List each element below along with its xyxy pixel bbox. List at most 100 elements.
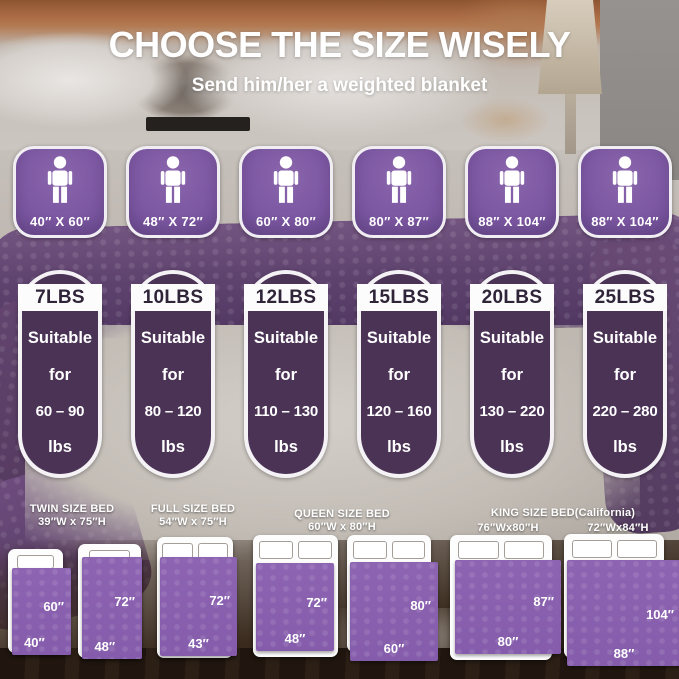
- person-icon: [612, 156, 638, 203]
- tile-size-label: 80″ X 87″: [369, 214, 429, 229]
- weight-pill: 25LBS Suitable for 220 – 280 lbs: [583, 270, 667, 478]
- lamp-stand: [565, 94, 576, 154]
- pill-range-label: 120 – 160: [366, 403, 432, 420]
- weight-pill: 7LBS Suitable for 60 – 90 lbs: [18, 270, 102, 478]
- size-tile: 88″ X 104″: [578, 146, 672, 238]
- blanket-height-label: 60″: [43, 599, 64, 615]
- bed-diagram: 72″ 43″: [157, 537, 237, 658]
- blanket: 72″ 48″: [82, 557, 142, 659]
- blanket-width-label: 88″: [613, 646, 635, 661]
- bed-diagram: 87″ 80″: [450, 535, 561, 660]
- blanket-width-label: 60″: [383, 641, 405, 656]
- header: CHOOSE THE SIZE WISELY Send him/her a we…: [0, 24, 679, 97]
- blanket-width-label: 48″: [94, 639, 116, 654]
- twin-bed-name: TWIN SIZE BED: [29, 503, 115, 515]
- pill-weight-label: 25LBS: [583, 284, 667, 311]
- blanket-height-label: 72″: [209, 592, 230, 608]
- pill-text: Suitable for 120 – 160 lbs: [359, 311, 439, 475]
- queen-bed-name: QUEEN SIZE BED: [294, 508, 390, 520]
- blanket-height-label: 72″: [114, 593, 135, 609]
- blanket: 80″ 60″: [350, 562, 438, 661]
- page-subtitle: Send him/her a weighted blanket: [191, 75, 488, 96]
- heading-twin-bed: TWIN SIZE BED 39″W x 75″H: [12, 503, 132, 529]
- pill-for-label: for: [49, 366, 71, 384]
- pill-for-label: for: [275, 366, 297, 384]
- pill-range-label: 130 – 220: [479, 403, 545, 420]
- heading-queen-bed: QUEEN SIZE BED 60″W x 80″H: [282, 508, 402, 534]
- bed-diagram: 80″ 60″: [347, 535, 438, 661]
- blanket-height-label: 104″: [646, 606, 674, 622]
- pillow-row: [564, 540, 664, 558]
- pill-unit-label: lbs: [613, 438, 637, 456]
- blanket: 104″ 88″: [567, 560, 679, 666]
- pillow: [503, 541, 545, 559]
- pillow: [352, 541, 387, 559]
- pill-weight-label: 12LBS: [244, 284, 328, 311]
- blanket-height-label: 87″: [533, 593, 554, 609]
- pillow-row: [450, 541, 552, 559]
- size-tile: 60″ X 80″: [239, 146, 333, 238]
- king-bed-dims-right: 72″Wx84″H: [587, 522, 649, 534]
- weight-pill: 15LBS Suitable for 120 – 160 lbs: [357, 270, 441, 478]
- pill-for-label: for: [388, 366, 410, 384]
- pillow: [571, 540, 612, 558]
- pill-suitable-label: Suitable: [592, 329, 658, 347]
- heading-full-bed: FULL SIZE BED 54″W x 75″H: [133, 503, 253, 529]
- pill-text: Suitable for 60 – 90 lbs: [20, 311, 100, 475]
- size-tile: 40″ X 60″: [13, 146, 107, 238]
- pill-weight-label: 15LBS: [357, 284, 441, 311]
- blanket-width-label: 48″: [284, 631, 306, 646]
- weight-pill: 10LBS Suitable for 80 – 120 lbs: [131, 270, 215, 478]
- blanket: 72″ 48″: [256, 563, 334, 651]
- heading-king-bed: KING SIZE BED(California) 76″Wx80″H 72″W…: [453, 507, 673, 535]
- person-icon: [386, 156, 412, 203]
- pill-text: Suitable for 130 – 220 lbs: [472, 311, 552, 475]
- pill-range-label: 110 – 130: [253, 403, 319, 420]
- pill-suitable-label: Suitable: [27, 329, 93, 347]
- bed-diagram: 72″ 48″: [253, 535, 338, 657]
- page-title: CHOOSE THE SIZE WISELY: [108, 24, 571, 65]
- king-bed-name: KING SIZE BED(California): [490, 507, 636, 519]
- pill-suitable-label: Suitable: [479, 329, 545, 347]
- tile-size-label: 40″ X 60″: [30, 214, 90, 229]
- blanket: 60″ 40″: [12, 568, 71, 655]
- twin-bed-dims: 39″W x 75″H: [38, 516, 106, 528]
- pill-for-label: for: [614, 366, 636, 384]
- pill-unit-label: lbs: [387, 438, 411, 456]
- pill-suitable-label: Suitable: [253, 329, 319, 347]
- person-icon: [499, 156, 525, 203]
- blanket-width-label: 43″: [188, 636, 209, 651]
- pillow: [259, 541, 293, 559]
- pill-unit-label: lbs: [48, 438, 72, 456]
- pillow-row: [8, 555, 63, 569]
- pill-unit-label: lbs: [274, 438, 298, 456]
- person-icon: [160, 156, 186, 203]
- blanket-height-label: 72″: [306, 594, 327, 610]
- tile-size-label: 48″ X 72″: [143, 214, 203, 229]
- queen-bed-dims: 60″W x 80″H: [308, 521, 376, 533]
- pill-text: Suitable for 80 – 120 lbs: [133, 311, 213, 475]
- pill-suitable-label: Suitable: [140, 329, 206, 347]
- pill-unit-label: lbs: [161, 438, 185, 456]
- background-picture-frame: [146, 117, 250, 131]
- pill-range-label: 60 – 90: [35, 403, 85, 420]
- pill-text: Suitable for 220 – 280 lbs: [585, 311, 665, 475]
- weight-pill: 12LBS Suitable for 110 – 130 lbs: [244, 270, 328, 478]
- blanket-width-label: 40″: [24, 635, 45, 650]
- blanket-width-label: 80″: [497, 634, 519, 649]
- pill-range-label: 80 – 120: [144, 403, 202, 420]
- pill-weight-label: 20LBS: [470, 284, 554, 311]
- size-tile: 48″ X 72″: [126, 146, 220, 238]
- weight-pill: 20LBS Suitable for 130 – 220 lbs: [470, 270, 554, 478]
- pill-for-label: for: [501, 366, 523, 384]
- size-tile: 88″ X 104″: [465, 146, 559, 238]
- bed-diagram: 60″ 40″: [8, 549, 71, 655]
- pill-weight-label: 10LBS: [131, 284, 215, 311]
- size-tile: 80″ X 87″: [352, 146, 446, 238]
- pill-text: Suitable for 110 – 130 lbs: [246, 311, 326, 475]
- pill-range-label: 220 – 280: [592, 403, 658, 420]
- pillow: [616, 540, 657, 558]
- blanket-height-label: 80″: [410, 597, 431, 613]
- pill-weight-label: 7LBS: [18, 284, 102, 311]
